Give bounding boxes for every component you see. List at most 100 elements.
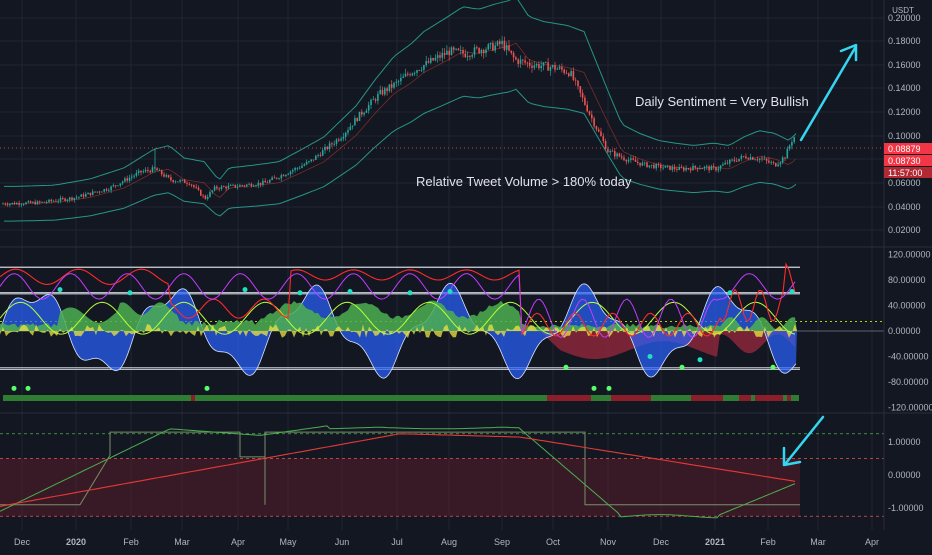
status-strip-cell — [571, 395, 575, 401]
status-strip-cell — [359, 395, 363, 401]
candle — [427, 61, 430, 63]
candle — [450, 47, 453, 56]
status-strip-cell — [639, 395, 643, 401]
candle — [637, 161, 639, 163]
status-strip-cell — [207, 395, 211, 401]
candle — [73, 197, 76, 200]
status-strip-cell — [443, 395, 447, 401]
candle — [195, 186, 197, 188]
price-tick-label: 0.12000 — [888, 107, 921, 117]
status-strip-cell — [231, 395, 235, 401]
candle — [464, 53, 467, 58]
candle — [761, 158, 763, 160]
oscillator-pane[interactable] — [0, 262, 884, 401]
status-strip-cell — [683, 395, 687, 401]
candle — [512, 52, 515, 58]
status-strip-cell — [735, 395, 739, 401]
signal-dot — [11, 385, 17, 391]
signal-dot — [789, 289, 795, 294]
sentiment-pane[interactable] — [0, 425, 884, 519]
status-strip-cell — [179, 395, 183, 401]
candle — [788, 145, 791, 149]
status-strip-cell — [495, 395, 499, 401]
candle — [289, 171, 292, 174]
candle — [78, 196, 80, 198]
candle — [586, 104, 588, 112]
status-strip-cell — [411, 395, 415, 401]
status-strip-cell — [235, 395, 239, 401]
status-strip-cell — [539, 395, 543, 401]
status-strip-cell — [367, 395, 371, 401]
status-strip-cell — [259, 395, 263, 401]
candle — [524, 60, 526, 63]
candle — [156, 168, 158, 171]
candle — [533, 65, 536, 68]
candle — [416, 70, 418, 73]
candle — [209, 192, 211, 197]
bearish-zone — [0, 458, 800, 517]
candle — [255, 185, 257, 187]
sentiment-axis[interactable]: 1.00000 0.00000 -1.00000 — [888, 437, 924, 513]
candle — [296, 167, 299, 169]
candle — [763, 158, 766, 160]
sentiment-annotation: Daily Sentiment = Very Bullish — [635, 94, 809, 109]
status-strip-cell — [731, 395, 735, 401]
candle — [561, 67, 563, 70]
candle — [6, 204, 9, 206]
status-strip-cell — [403, 395, 407, 401]
status-strip-cell — [351, 395, 355, 401]
status-strip-cell — [187, 395, 191, 401]
status-strip-cell — [347, 395, 351, 401]
candle — [528, 62, 531, 66]
candle — [298, 167, 301, 169]
candle — [517, 59, 519, 64]
candle — [163, 174, 165, 177]
candle — [193, 185, 195, 187]
status-strip-cell — [431, 395, 435, 401]
candle — [27, 201, 30, 203]
candle — [765, 158, 768, 161]
candle — [455, 48, 457, 50]
time-axis[interactable]: Dec 2020 Feb Mar Apr May Jun Jul Aug Sep Oct Nov Dec… — [14, 537, 879, 547]
price-pane[interactable] — [0, 0, 884, 222]
candle — [338, 139, 340, 141]
time-tick-label: Aug — [441, 537, 457, 547]
status-strip-cell — [715, 395, 719, 401]
candle — [367, 104, 370, 111]
candle — [9, 203, 11, 205]
candle — [685, 168, 687, 171]
status-strip-cell — [463, 395, 467, 401]
candle — [68, 197, 71, 200]
candle — [453, 47, 455, 50]
candle — [236, 186, 239, 188]
candle — [487, 44, 490, 50]
signal-dot — [591, 385, 597, 391]
status-strip-cell — [219, 395, 223, 401]
candle — [689, 168, 692, 171]
status-strip-cell — [763, 395, 767, 401]
time-tick-label: Dec — [14, 537, 31, 547]
candle — [742, 156, 745, 157]
candle — [183, 179, 186, 183]
candle — [418, 70, 421, 71]
candle — [358, 111, 361, 121]
candle — [262, 180, 264, 185]
candle — [508, 45, 510, 51]
candle — [177, 181, 179, 183]
candle — [25, 202, 27, 205]
candle — [572, 71, 575, 80]
status-strip-cell — [591, 395, 595, 401]
status-strip-cell — [419, 395, 423, 401]
status-strip-cell — [283, 395, 287, 401]
status-strip-cell — [471, 395, 475, 401]
status-strip-cell — [711, 395, 715, 401]
candle — [158, 170, 161, 171]
candle — [786, 148, 789, 159]
candle — [319, 155, 322, 156]
candle — [252, 186, 255, 187]
oscillator-axis[interactable]: 120.00000 80.00000 40.00000 0.00000 -40.0000… — [888, 250, 932, 413]
status-strip-cell — [691, 395, 695, 401]
candle — [768, 160, 770, 163]
